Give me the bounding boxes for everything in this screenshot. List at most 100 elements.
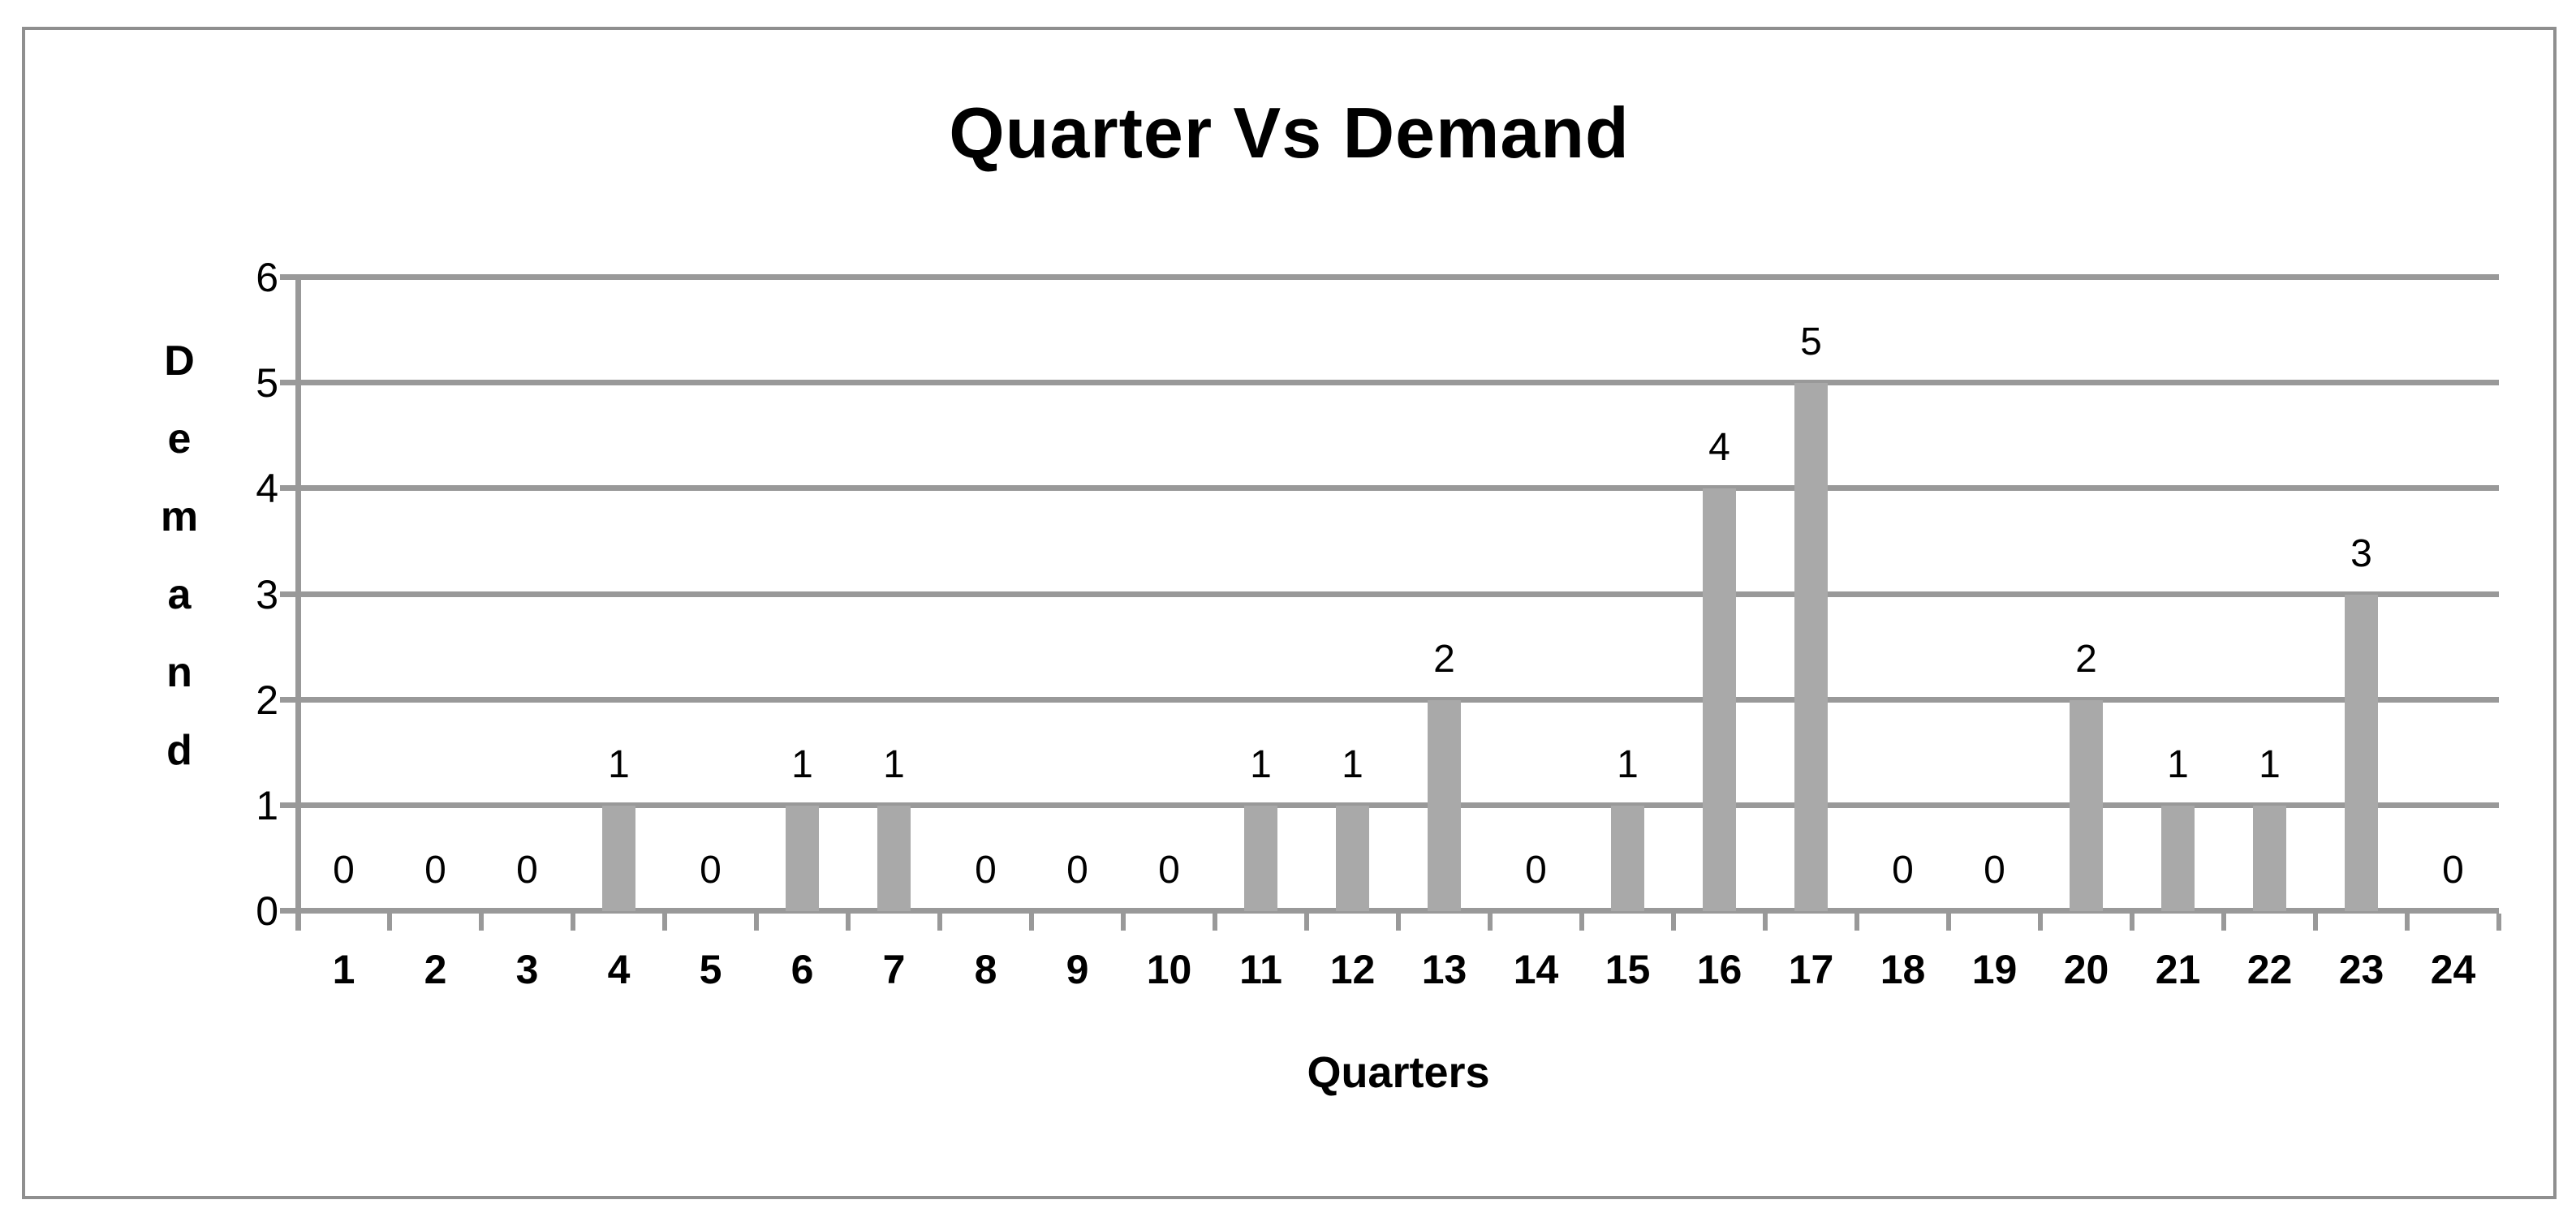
x-tick-label-12: 12	[1329, 947, 1376, 992]
x-axis-tick-19	[2038, 914, 2043, 931]
bar-quarter-6	[786, 805, 819, 911]
x-tick-label-2: 2	[424, 947, 447, 992]
x-axis-tick-6	[846, 914, 851, 931]
gridline-y-6	[280, 274, 2499, 280]
data-label-quarter-9: 0	[1066, 849, 1088, 892]
data-label-quarter-12: 1	[1342, 742, 1363, 786]
x-tick-label-1: 1	[332, 947, 355, 992]
x-tick-label-19: 19	[1971, 947, 2018, 992]
x-tick-label-10: 10	[1146, 947, 1192, 992]
x-axis-tick-16	[1762, 914, 1768, 931]
x-axis-tick-9	[1121, 914, 1126, 931]
data-label-quarter-10: 0	[1158, 849, 1180, 892]
data-label-quarter-3: 0	[516, 849, 538, 892]
x-axis-tick-21	[2221, 914, 2226, 931]
x-axis-tick-0	[295, 914, 300, 931]
x-axis-tick-15	[1671, 914, 1676, 931]
bar-quarter-7	[877, 805, 911, 911]
y-tick-label-1: 1	[256, 782, 278, 828]
x-tick-label-14: 14	[1513, 947, 1559, 992]
x-axis-title: Quarters	[1307, 1048, 1490, 1097]
x-axis-tick-2	[478, 914, 484, 931]
x-axis-tick-10	[1213, 914, 1217, 931]
data-label-quarter-1: 0	[333, 849, 355, 892]
x-axis-tick-7	[937, 914, 942, 931]
bar-quarter-17	[1794, 383, 1828, 911]
gridline-y-1	[280, 802, 2499, 808]
bar-quarter-22	[2253, 805, 2286, 911]
bar-quarter-13	[1428, 699, 1461, 911]
data-label-quarter-21: 1	[2167, 742, 2189, 786]
bar-quarter-4	[602, 805, 635, 911]
y-tick-label-2: 2	[256, 677, 278, 723]
y-axis-title-char-2: m	[160, 492, 199, 540]
data-label-quarter-14: 0	[1525, 849, 1547, 892]
data-label-quarter-16: 4	[1708, 426, 1730, 470]
x-axis-tick-18	[1946, 914, 1951, 931]
x-tick-label-18: 18	[1880, 947, 1926, 992]
x-axis-tick-11	[1304, 914, 1309, 931]
x-tick-label-11: 11	[1239, 947, 1282, 992]
data-label-quarter-17: 5	[1800, 320, 1822, 364]
x-tick-label-15: 15	[1605, 947, 1651, 992]
x-tick-label-8: 8	[974, 947, 997, 992]
x-tick-label-5: 5	[699, 947, 722, 992]
y-axis-tick-labels: 0 1 2 3 4 5 6	[147, 257, 278, 931]
x-axis-tick-13	[1488, 914, 1493, 931]
x-axis-tick-20	[2130, 914, 2134, 931]
chart-title: Quarter Vs Demand	[949, 92, 1630, 173]
x-tick-label-9: 9	[1066, 947, 1089, 992]
data-label-quarter-7: 1	[883, 742, 905, 786]
y-axis-line	[295, 275, 301, 931]
y-tick-label-5: 5	[256, 360, 278, 406]
bar-quarter-21	[2161, 805, 2195, 911]
data-label-quarter-5: 0	[700, 849, 722, 892]
x-axis-tick-23	[2405, 914, 2410, 931]
data-label-quarter-4: 1	[608, 742, 630, 786]
x-axis-tick-1	[386, 914, 392, 931]
data-label-quarter-8: 0	[975, 849, 997, 892]
x-axis-tick-4	[661, 914, 667, 931]
y-axis-title-char-3: a	[167, 570, 192, 618]
data-label-quarter-19: 0	[1984, 849, 2005, 892]
data-label-quarter-24: 0	[2442, 849, 2464, 892]
x-tick-label-23: 23	[2338, 947, 2384, 992]
data-label-quarter-18: 0	[1892, 849, 1914, 892]
x-tick-label-16: 16	[1696, 947, 1742, 992]
data-label-quarter-2: 0	[424, 849, 446, 892]
gridline-y-0	[280, 908, 2499, 914]
x-tick-label-24: 24	[2430, 947, 2476, 992]
data-label-quarter-22: 1	[2259, 742, 2281, 786]
x-axis-tick-22	[2313, 914, 2318, 931]
bar-quarter-16	[1703, 488, 1736, 911]
bar-quarter-15	[1611, 805, 1644, 911]
data-label-quarter-13: 2	[1433, 637, 1455, 681]
y-axis-title-char-4: n	[166, 648, 192, 696]
x-axis-tick-17	[1854, 914, 1859, 931]
gridline-y-3	[280, 591, 2499, 597]
bar-quarter-20	[2070, 699, 2103, 911]
x-tick-label-22: 22	[2246, 947, 2293, 992]
data-label-quarter-6: 1	[791, 742, 813, 786]
x-axis-tick-24	[2496, 914, 2501, 931]
data-label-quarter-23: 3	[2350, 531, 2372, 575]
gridline-y-2	[280, 696, 2499, 703]
y-tick-label-0: 0	[256, 888, 278, 934]
y-axis-title-char-1: e	[167, 415, 192, 462]
x-tick-label-6: 6	[790, 947, 814, 992]
x-tick-label-7: 7	[882, 947, 906, 992]
data-label-quarter-11: 1	[1250, 742, 1272, 786]
y-axis-title-char-5: d	[166, 726, 192, 774]
y-tick-label-3: 3	[256, 571, 278, 617]
x-axis-tick-12	[1396, 914, 1401, 931]
x-axis-tick-3	[571, 914, 575, 931]
x-tick-label-4: 4	[607, 947, 631, 992]
x-tick-label-17: 17	[1788, 947, 1834, 992]
x-axis-tick-5	[754, 914, 759, 931]
bar-quarter-12	[1336, 805, 1369, 911]
y-axis-title-char-0: D	[164, 337, 195, 385]
x-axis-tick-14	[1579, 914, 1584, 931]
y-tick-label-6: 6	[256, 255, 278, 300]
